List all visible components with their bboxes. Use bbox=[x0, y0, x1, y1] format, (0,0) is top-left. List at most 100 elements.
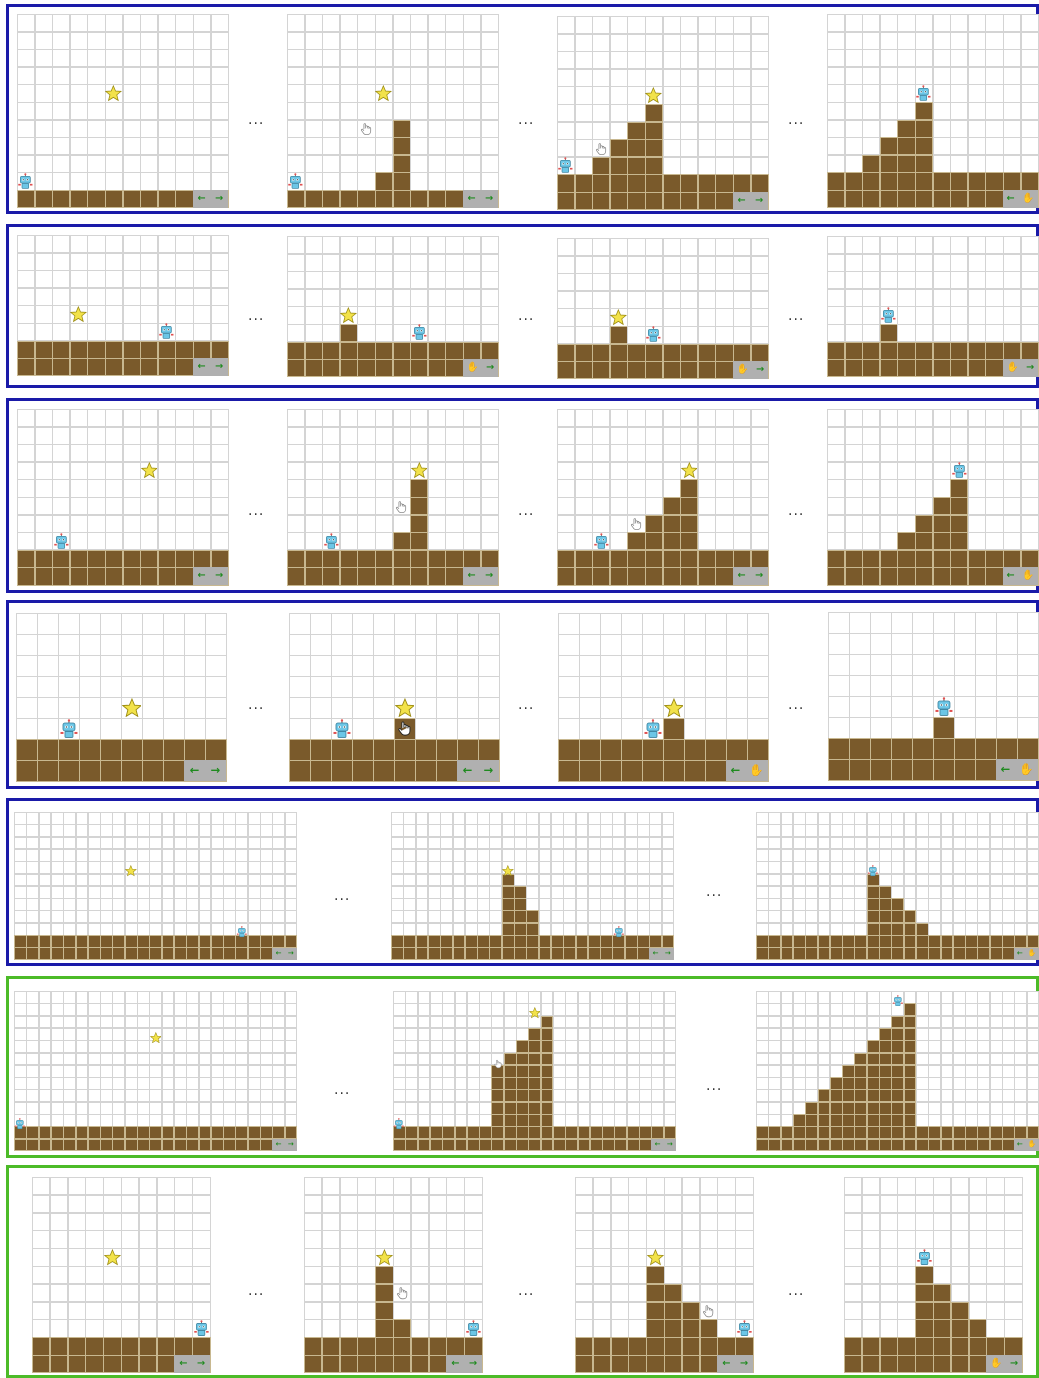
move-controls[interactable]: ✋ → bbox=[462, 359, 498, 377]
move-controls[interactable]: ← → bbox=[174, 1355, 210, 1373]
left-arrow-icon[interactable]: ← bbox=[1016, 1140, 1023, 1149]
left-arrow-icon[interactable]: ← bbox=[275, 1140, 282, 1149]
right-arrow-icon[interactable]: → bbox=[485, 193, 494, 205]
left-arrow-icon[interactable]: ← bbox=[1006, 570, 1015, 582]
hand-cursor-icon[interactable] bbox=[396, 720, 413, 741]
hand-control-icon[interactable]: ✋ bbox=[990, 1358, 1003, 1370]
grid-cell bbox=[480, 31, 499, 50]
right-arrow-icon[interactable]: → bbox=[486, 362, 495, 374]
grid-cell bbox=[1014, 1101, 1028, 1115]
move-controls[interactable]: ← → bbox=[732, 192, 768, 210]
left-arrow-icon[interactable]: ← bbox=[189, 762, 200, 777]
left-arrow-icon[interactable]: ← bbox=[654, 1140, 661, 1149]
move-controls[interactable]: ✋ → bbox=[1002, 359, 1038, 377]
hand-control-icon[interactable]: ✋ bbox=[466, 362, 479, 374]
move-controls[interactable]: ← → bbox=[184, 760, 226, 781]
right-arrow-icon[interactable]: → bbox=[666, 1140, 673, 1149]
grid-cell bbox=[827, 154, 846, 173]
left-arrow-icon[interactable]: ← bbox=[275, 949, 282, 958]
move-controls[interactable]: ← → bbox=[192, 358, 228, 376]
move-controls[interactable]: ← ✋ bbox=[996, 759, 1038, 780]
move-controls[interactable]: ← → bbox=[272, 947, 297, 960]
right-arrow-icon[interactable]: → bbox=[755, 195, 764, 207]
hand-control-icon[interactable]: ✋ bbox=[1027, 1140, 1037, 1149]
left-arrow-icon[interactable]: ← bbox=[197, 193, 206, 205]
move-controls[interactable]: ← → bbox=[462, 190, 498, 208]
left-arrow-icon[interactable]: ← bbox=[737, 570, 746, 582]
left-arrow-icon[interactable]: ← bbox=[197, 570, 206, 582]
grid-cell bbox=[844, 409, 863, 428]
left-arrow-icon[interactable]: ← bbox=[197, 361, 206, 373]
left-arrow-icon[interactable]: ← bbox=[451, 1358, 460, 1370]
right-arrow-icon[interactable]: → bbox=[287, 949, 294, 958]
grid-cell bbox=[628, 1212, 647, 1231]
right-arrow-icon[interactable]: → bbox=[755, 570, 764, 582]
left-arrow-icon[interactable]: ← bbox=[1000, 761, 1011, 776]
right-arrow-icon[interactable]: → bbox=[215, 570, 224, 582]
hand-cursor-icon[interactable] bbox=[395, 1286, 409, 1305]
left-arrow-icon[interactable]: ← bbox=[722, 1358, 731, 1370]
right-arrow-icon[interactable]: → bbox=[485, 570, 494, 582]
right-arrow-icon[interactable]: → bbox=[1026, 362, 1035, 374]
right-arrow-icon[interactable]: → bbox=[210, 762, 221, 777]
hand-control-icon[interactable]: ✋ bbox=[1022, 570, 1035, 582]
grid-cell bbox=[322, 14, 341, 33]
left-arrow-icon[interactable]: ← bbox=[1006, 193, 1015, 205]
hand-control-icon[interactable]: ✋ bbox=[1027, 949, 1037, 958]
hand-control-icon[interactable]: ✋ bbox=[1019, 761, 1034, 776]
hand-control-icon[interactable]: ✋ bbox=[1022, 193, 1035, 205]
left-arrow-icon[interactable]: ← bbox=[730, 762, 741, 777]
hand-cursor-icon[interactable] bbox=[629, 516, 643, 535]
move-controls[interactable]: ✋ → bbox=[732, 361, 768, 379]
move-controls[interactable]: ← ✋ bbox=[1014, 947, 1039, 960]
left-arrow-icon[interactable]: ← bbox=[1016, 949, 1023, 958]
hand-cursor-icon[interactable] bbox=[493, 1054, 503, 1073]
left-arrow-icon[interactable]: ← bbox=[652, 949, 659, 958]
right-arrow-icon[interactable]: → bbox=[468, 1358, 478, 1370]
grid-cell bbox=[427, 49, 446, 68]
hand-cursor-icon[interactable] bbox=[394, 499, 408, 518]
hand-cursor-icon[interactable] bbox=[594, 141, 608, 160]
grid-cell bbox=[735, 1248, 754, 1267]
grid-cell bbox=[445, 84, 464, 103]
move-controls[interactable]: ✋ → bbox=[986, 1355, 1022, 1373]
right-arrow-icon[interactable]: → bbox=[215, 361, 224, 373]
move-controls[interactable]: ← → bbox=[457, 760, 499, 781]
right-arrow-icon[interactable]: → bbox=[664, 949, 671, 958]
move-controls[interactable]: ← ✋ bbox=[726, 760, 768, 781]
right-arrow-icon[interactable]: → bbox=[1009, 1358, 1019, 1370]
move-controls[interactable]: ← → bbox=[272, 1138, 297, 1151]
dirt-block bbox=[681, 1319, 701, 1338]
dirt-block bbox=[574, 567, 593, 586]
move-controls[interactable]: ← ✋ bbox=[1002, 567, 1038, 585]
move-controls[interactable]: ← → bbox=[649, 947, 674, 960]
grid-cell bbox=[915, 824, 929, 838]
move-controls[interactable]: ← → bbox=[732, 567, 768, 585]
right-arrow-icon[interactable]: → bbox=[739, 1358, 749, 1370]
right-arrow-icon[interactable]: → bbox=[196, 1358, 206, 1370]
move-controls[interactable]: ← → bbox=[446, 1355, 482, 1373]
move-controls[interactable]: ← ✋ bbox=[1002, 190, 1038, 208]
move-controls[interactable]: ← ✋ bbox=[1014, 1138, 1039, 1151]
left-arrow-icon[interactable]: ← bbox=[462, 762, 473, 777]
left-arrow-icon[interactable]: ← bbox=[179, 1358, 188, 1370]
left-arrow-icon[interactable]: ← bbox=[467, 193, 476, 205]
right-arrow-icon[interactable]: → bbox=[215, 193, 224, 205]
right-arrow-icon[interactable]: → bbox=[483, 762, 494, 777]
hand-control-icon[interactable]: ✋ bbox=[736, 364, 749, 376]
hand-cursor-icon[interactable] bbox=[701, 1303, 715, 1322]
move-controls[interactable]: ← → bbox=[651, 1138, 676, 1151]
dirt-block bbox=[627, 343, 646, 362]
move-controls[interactable]: ← → bbox=[717, 1355, 753, 1373]
move-controls[interactable]: ← → bbox=[192, 567, 228, 585]
move-controls[interactable]: ← → bbox=[462, 567, 498, 585]
hand-control-icon[interactable]: ✋ bbox=[1006, 362, 1019, 374]
hand-cursor-icon[interactable] bbox=[359, 121, 373, 140]
move-controls[interactable]: ← → bbox=[192, 190, 228, 208]
right-arrow-icon[interactable]: → bbox=[756, 364, 765, 376]
right-arrow-icon[interactable]: → bbox=[287, 1140, 294, 1149]
left-arrow-icon[interactable]: ← bbox=[737, 195, 746, 207]
left-arrow-icon[interactable]: ← bbox=[467, 570, 476, 582]
grid-cell bbox=[375, 253, 394, 272]
hand-control-icon[interactable]: ✋ bbox=[749, 762, 764, 777]
